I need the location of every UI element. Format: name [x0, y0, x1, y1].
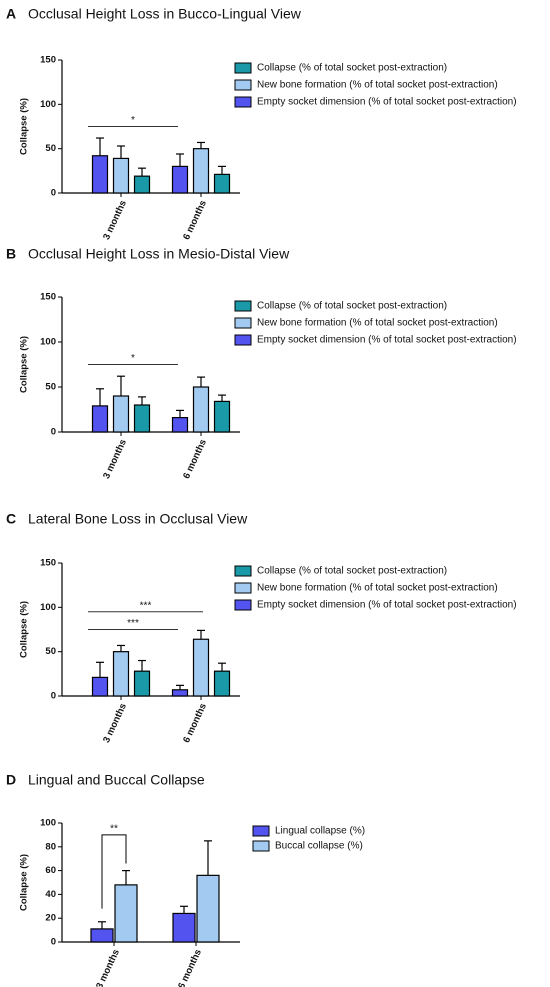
x-tick-label: 3 months — [101, 199, 129, 242]
bar — [112, 157, 130, 194]
y-tick-label: 50 — [45, 382, 56, 393]
legend-swatch — [234, 300, 252, 312]
bar — [112, 395, 130, 433]
panel-letter: B — [6, 246, 16, 262]
chart-title: Occlusal Height Loss in Mesio-Distal Vie… — [28, 246, 290, 262]
legend-label: New bone formation (% of total socket po… — [257, 583, 498, 594]
bar — [114, 884, 138, 943]
significance-label: *** — [140, 600, 152, 611]
y-tick-label: 0 — [51, 691, 56, 702]
legend-swatch — [234, 79, 252, 91]
y-tick-label: 150 — [40, 292, 56, 303]
legend-swatch — [234, 334, 252, 346]
legend-label: New bone formation (% of total socket po… — [257, 80, 498, 91]
bar — [213, 400, 231, 433]
legend-swatch — [252, 825, 270, 837]
legend-label: Empty socket dimension (% of total socke… — [257, 600, 517, 611]
significance-label: * — [131, 115, 135, 126]
legend-label: Lingual collapse (%) — [275, 826, 365, 837]
legend-swatch — [234, 62, 252, 74]
legend-label: Collapse (% of total socket post-extract… — [257, 63, 447, 74]
chart-title: Occlusal Height Loss in Bucco-Lingual Vi… — [28, 6, 302, 22]
bar — [192, 148, 210, 194]
significance-bracket — [101, 834, 127, 909]
chart-title: Lingual and Buccal Collapse — [28, 772, 205, 788]
legend-label: Collapse (% of total socket post-extract… — [257, 566, 447, 577]
y-tick-label: 150 — [40, 55, 56, 66]
chart-title: Lateral Bone Loss in Occlusal View — [28, 511, 248, 527]
bar — [171, 417, 189, 433]
legend-swatch — [234, 96, 252, 108]
bar — [171, 689, 189, 697]
bar — [213, 670, 231, 697]
x-tick-label: 3 months — [101, 702, 129, 745]
y-tick-label: 100 — [40, 818, 56, 829]
bar — [91, 405, 109, 433]
x-tick-label: 6 months — [181, 702, 209, 745]
y-axis-label: Collapse (%) — [19, 336, 30, 393]
x-tick-label: 3 months — [101, 438, 129, 481]
y-tick-label: 40 — [45, 889, 56, 900]
bar — [91, 155, 109, 194]
bar — [192, 386, 210, 433]
legend-swatch — [234, 582, 252, 594]
bar — [133, 175, 151, 194]
bar — [91, 676, 109, 697]
legend-label: Collapse (% of total socket post-extract… — [257, 301, 447, 312]
panel-letter: A — [6, 6, 16, 22]
y-tick-label: 100 — [40, 99, 56, 110]
legend-swatch — [252, 840, 270, 852]
y-tick-label: 100 — [40, 602, 56, 613]
bar — [172, 912, 196, 943]
y-axis-label: Collapse (%) — [19, 601, 30, 658]
y-tick-label: 0 — [51, 188, 56, 199]
x-tick-label: 6 months — [176, 948, 204, 987]
bar — [112, 651, 130, 697]
y-tick-label: 0 — [51, 937, 56, 948]
panel-letter: C — [6, 511, 16, 527]
significance-label: * — [131, 353, 135, 364]
y-tick-label: 100 — [40, 337, 56, 348]
significance-label: *** — [127, 618, 139, 629]
legend-swatch — [234, 317, 252, 329]
legend-swatch — [234, 565, 252, 577]
x-tick-label: 3 months — [94, 948, 122, 987]
significance-label: ** — [110, 824, 118, 835]
y-tick-label: 50 — [45, 646, 56, 657]
y-tick-label: 0 — [51, 427, 56, 438]
legend-label: Buccal collapse (%) — [275, 841, 363, 852]
bar — [133, 404, 151, 433]
y-tick-label: 20 — [45, 913, 56, 924]
y-tick-label: 60 — [45, 865, 56, 876]
bar — [213, 173, 231, 194]
y-axis-label: Collapse (%) — [19, 98, 30, 155]
bar — [90, 928, 114, 943]
legend-swatch — [234, 599, 252, 611]
legend-label: Empty socket dimension (% of total socke… — [257, 335, 517, 346]
legend-label: New bone formation (% of total socket po… — [257, 318, 498, 329]
y-tick-label: 50 — [45, 143, 56, 154]
bar — [192, 638, 210, 697]
panel-letter: D — [6, 772, 16, 788]
y-tick-label: 150 — [40, 558, 56, 569]
x-tick-label: 6 months — [181, 438, 209, 481]
bar — [171, 165, 189, 194]
bar — [196, 874, 220, 943]
bar — [133, 670, 151, 697]
legend-label: Empty socket dimension (% of total socke… — [257, 97, 517, 108]
y-axis-label: Collapse (%) — [19, 854, 30, 911]
x-tick-label: 6 months — [181, 199, 209, 242]
y-tick-label: 80 — [45, 841, 56, 852]
